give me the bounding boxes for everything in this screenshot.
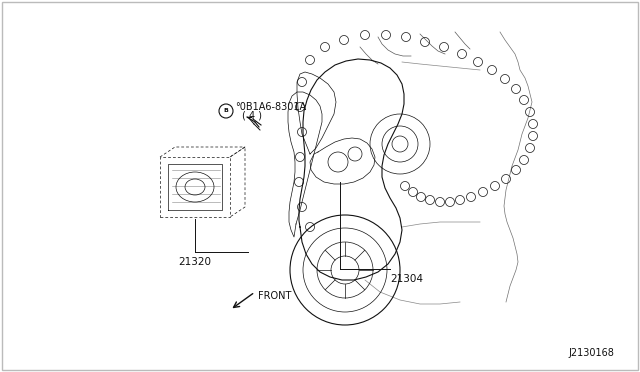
Text: 21320: 21320 bbox=[179, 257, 211, 267]
Text: 21304: 21304 bbox=[390, 274, 423, 284]
Text: J2130168: J2130168 bbox=[568, 348, 614, 358]
Text: B: B bbox=[223, 109, 228, 113]
Text: ( 4 ): ( 4 ) bbox=[242, 111, 262, 121]
Text: °0B1A6-8301A: °0B1A6-8301A bbox=[235, 102, 306, 112]
Text: FRONT: FRONT bbox=[258, 291, 291, 301]
